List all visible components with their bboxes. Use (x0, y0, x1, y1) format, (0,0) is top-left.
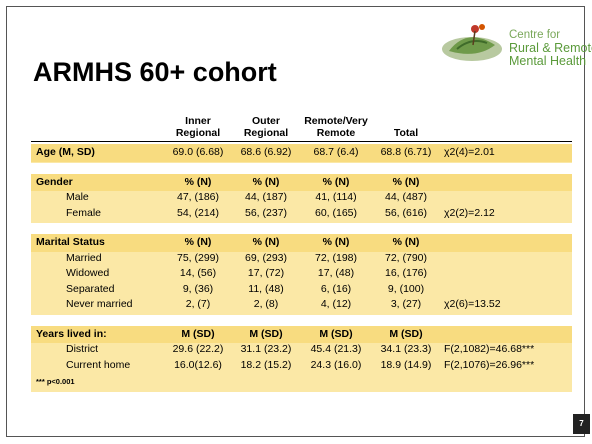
stat: χ2(6)=13.52 (444, 298, 501, 310)
table-cell: 16, (176) (384, 267, 428, 279)
table-cell: 2, (7) (185, 298, 211, 310)
table-cell: 2, (8) (253, 298, 279, 310)
table-cell: 54, (214) (176, 206, 220, 219)
table-cell: 18.2 (15.2) (240, 358, 292, 371)
row-label: Female (66, 206, 102, 219)
group-title-cell: M (SD) (181, 327, 215, 340)
table-cell: 3, (27) (390, 298, 422, 310)
column-header: Outer (251, 115, 280, 127)
row-label: Married (66, 251, 102, 264)
slide-title: ARMHS 60+ cohort (33, 57, 277, 87)
group-title: Age (M, SD) (36, 146, 95, 158)
table-cell: 44, (487) (384, 191, 428, 203)
group-title-cell: M (SD) (249, 327, 283, 340)
column-header: Regional (243, 127, 289, 139)
table-cell: 47, (186) (176, 191, 220, 203)
group-title-cell: 68.7 (6.4) (313, 146, 359, 158)
group-title-cell: % (N) (184, 236, 212, 248)
group-title-cell: % (N) (392, 236, 420, 248)
footnote: *** p<0.001 (36, 377, 75, 386)
table-cell: 24.3 (16.0) (310, 358, 362, 371)
stat: F(2,1076)=26.96*** (444, 358, 535, 371)
table-cell: 72, (198) (314, 251, 358, 264)
row-label: Current home (66, 358, 131, 371)
column-header: Total (393, 127, 419, 139)
table-cell: 60, (165) (314, 206, 358, 219)
table-cell: 34.1 (23.3) (380, 343, 432, 355)
logo-line: Mental Health (509, 54, 587, 68)
row-label: District (66, 343, 99, 355)
column-header: Regional (175, 127, 221, 139)
stat: F(2,1082)=46.68*** (444, 343, 535, 355)
group-title-cell: % (N) (252, 236, 280, 248)
group-title-cell: % (N) (322, 236, 350, 248)
column-header: Inner (185, 115, 211, 127)
group-title-cell: % (N) (322, 175, 350, 188)
table-cell: 72, (790) (384, 251, 428, 264)
row-label: Never married (66, 298, 133, 310)
group-title: Years lived in: (36, 327, 107, 340)
group-title: Marital Status (36, 236, 105, 248)
table-cell: 9, (100) (387, 282, 425, 295)
table-cell: 18.9 (14.9) (380, 358, 432, 371)
table-cell: 45.4 (21.3) (310, 343, 362, 355)
table-cell: 16.0(12.6) (174, 358, 222, 371)
group-title-band (31, 173, 572, 191)
table-cell: 31.1 (23.2) (240, 343, 292, 355)
column-header: Remote (316, 127, 356, 139)
group-title-cell: 68.8 (6.71) (380, 146, 432, 158)
logo-text: Centre for Rural & Remote Mental Health (509, 29, 592, 68)
group-title-band (31, 144, 572, 162)
table-cell: 56, (237) (244, 206, 288, 219)
table-cell: 6, (16) (320, 282, 352, 295)
column-header: Remote/Very (304, 115, 368, 127)
group-title-cell: % (N) (392, 175, 420, 188)
group-title-cell: M (SD) (319, 327, 353, 340)
logo-line: Centre for (509, 29, 561, 41)
group-title-cell: % (N) (252, 175, 280, 188)
table-cell: 56, (616) (384, 206, 428, 219)
group-title-cell: % (N) (184, 175, 212, 188)
table-cell: 75, (299) (176, 251, 220, 264)
logo-image (442, 24, 502, 61)
table-cell: 17, (48) (317, 267, 355, 279)
table-cell: 14, (56) (179, 267, 217, 279)
group-title-cell: 68.6 (6.92) (240, 146, 292, 158)
table-cell: 29.6 (22.2) (172, 343, 224, 355)
slide: ARMHS 60+ cohort Centre for Rural & Remo… (6, 6, 592, 437)
group-title-cell: M (SD) (389, 327, 423, 340)
table-cell: 9, (36) (182, 282, 214, 295)
table-cell: 17, (72) (247, 267, 285, 279)
group-title: Gender (36, 175, 73, 188)
group-title-band (31, 325, 572, 343)
row-label: Separated (66, 282, 115, 295)
group-title-band (31, 234, 572, 252)
page-number: 7 (573, 414, 590, 434)
table-cell: 11, (48) (248, 282, 284, 295)
stat: χ2(2)=2.12 (444, 206, 495, 219)
row-label: Male (66, 191, 89, 203)
row-label: Widowed (66, 267, 110, 279)
table-cell: 44, (187) (244, 191, 288, 203)
table-cell: 69, (293) (244, 251, 288, 264)
logo-line: Rural & Remote (509, 41, 592, 55)
stat: χ2(4)=2.01 (444, 146, 495, 158)
header-rule (31, 141, 572, 142)
table-cell: 41, (114) (315, 191, 357, 203)
group-title-cell: 69.0 (6.68) (172, 146, 224, 158)
table-cell: 4, (12) (320, 298, 352, 310)
